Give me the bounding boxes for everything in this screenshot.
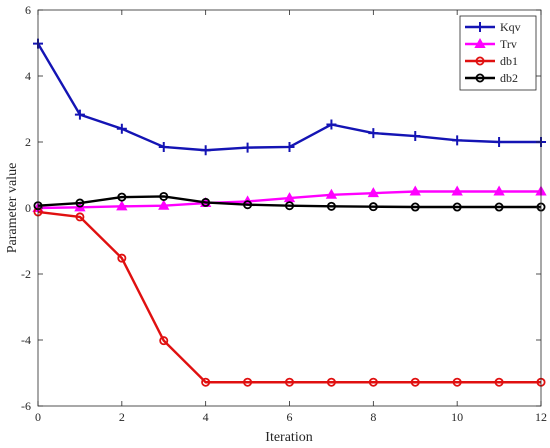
data-point <box>494 202 504 212</box>
data-point <box>493 185 505 196</box>
data-point <box>242 142 253 153</box>
data-point <box>284 377 294 387</box>
data-point <box>410 202 420 212</box>
data-point <box>117 253 127 263</box>
y-tick-label: -6 <box>21 399 31 413</box>
legend-entry: Trv <box>465 37 517 51</box>
legend-label: db1 <box>500 54 518 68</box>
data-point <box>326 119 337 130</box>
x-tick-label: 2 <box>119 410 125 424</box>
legend-label: Kqv <box>500 20 521 34</box>
data-point <box>452 135 463 146</box>
data-point <box>410 377 420 387</box>
data-point <box>159 336 169 346</box>
x-tick-label: 0 <box>35 410 41 424</box>
data-point <box>367 187 379 198</box>
data-point <box>451 185 463 196</box>
data-point <box>368 202 378 212</box>
data-point <box>158 199 170 210</box>
data-point <box>75 212 85 222</box>
data-point <box>75 198 85 208</box>
data-point <box>494 137 505 147</box>
data-point <box>201 197 211 207</box>
series-db1 <box>33 207 546 387</box>
y-tick-label: 6 <box>25 3 31 17</box>
data-point <box>201 377 211 387</box>
y-tick-label: 2 <box>25 135 31 149</box>
legend-marker <box>474 37 486 48</box>
legend: Kqv Trv db1 db2 <box>459 15 537 91</box>
legend-marker <box>475 56 485 66</box>
y-tick-label: 4 <box>25 69 31 83</box>
x-tick-label: 10 <box>451 410 463 424</box>
data-point <box>116 200 128 211</box>
data-point <box>74 109 85 120</box>
data-point <box>116 123 127 134</box>
data-point <box>452 377 462 387</box>
data-point <box>325 188 338 199</box>
series-kqv <box>33 38 546 156</box>
x-tick-label: 4 <box>203 410 209 424</box>
legend-marker <box>475 22 485 32</box>
series-line <box>37 210 541 384</box>
legend-label: Trv <box>500 37 517 51</box>
x-tick-label: 12 <box>535 410 547 424</box>
data-point <box>326 201 336 211</box>
data-point <box>200 145 211 156</box>
data-point <box>243 200 253 210</box>
data-point <box>410 131 421 142</box>
x-axis-label: Iteration <box>265 430 312 445</box>
x-tick-label: 8 <box>370 410 376 424</box>
x-tick-label: 6 <box>287 410 293 424</box>
legend-label: db2 <box>500 71 518 85</box>
y-tick-label: 0 <box>25 201 31 215</box>
data-point <box>243 377 253 387</box>
data-point <box>158 141 169 152</box>
data-point <box>368 128 379 139</box>
data-point <box>409 185 421 196</box>
data-point <box>326 377 336 387</box>
y-tick-label: -4 <box>21 333 31 347</box>
legend-entry: db1 <box>465 54 518 68</box>
series-db2 <box>33 191 546 212</box>
data-point <box>284 141 295 152</box>
legend-entry: Kqv <box>465 20 521 34</box>
legend-marker <box>475 73 485 83</box>
series-layer <box>32 38 547 387</box>
data-point <box>159 191 169 201</box>
series-line <box>37 195 541 209</box>
data-point <box>368 377 378 387</box>
data-point <box>452 202 462 212</box>
y-axis-label: Parameter value <box>5 163 20 254</box>
data-point <box>494 377 504 387</box>
y-tick-label: -2 <box>21 267 31 281</box>
legend-entry: db2 <box>465 71 518 85</box>
axes: 0 2 4 6 8 10 12 -6 -4 -2 0 2 4 6 <box>21 3 547 424</box>
data-point <box>284 201 294 211</box>
data-point <box>117 192 127 202</box>
